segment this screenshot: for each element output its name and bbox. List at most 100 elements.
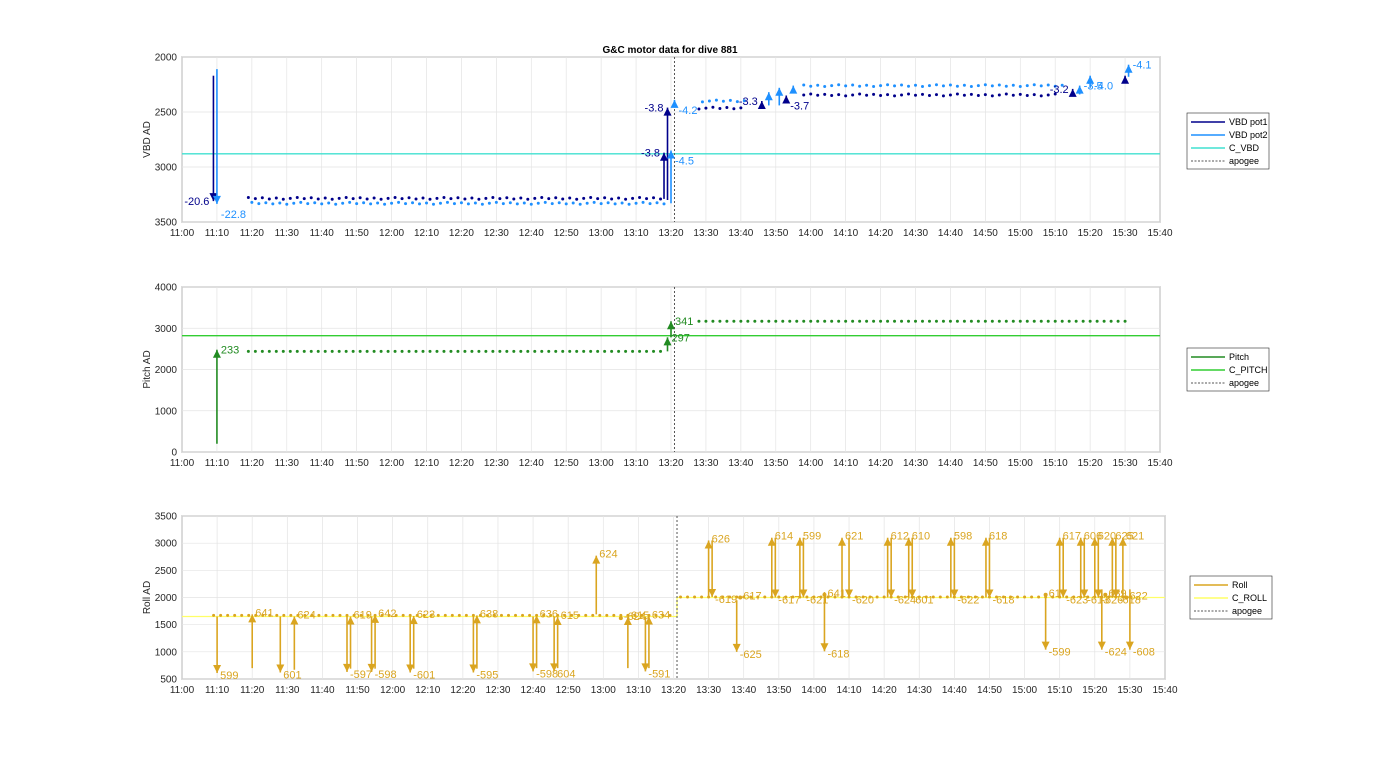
data-point	[962, 83, 966, 87]
y-tick-label: 2500	[155, 108, 178, 119]
move-marker: 617	[738, 591, 762, 603]
data-point	[900, 319, 904, 323]
data-point	[983, 93, 987, 97]
data-point	[598, 613, 602, 617]
data-point	[372, 349, 376, 353]
data-point	[1032, 93, 1036, 97]
y-axis-label: Roll AD	[142, 581, 153, 614]
move-marker: -626	[1094, 537, 1123, 607]
move-marker: -613	[1080, 537, 1109, 607]
data-point	[1030, 595, 1034, 599]
data-point	[851, 93, 855, 97]
data-point	[997, 319, 1001, 323]
data-point	[484, 196, 488, 200]
c-line	[182, 596, 1165, 618]
data-point	[359, 613, 363, 617]
move-label: -4.5	[675, 156, 694, 168]
move-marker: -623	[1059, 537, 1088, 607]
move-label: 634	[652, 610, 670, 622]
move-marker: -20.6	[184, 75, 218, 208]
move-label: 617	[1063, 531, 1081, 543]
data-point	[442, 349, 446, 353]
move-marker: 614	[767, 531, 793, 598]
data-point	[499, 613, 503, 617]
data-point	[711, 319, 715, 323]
data-point	[547, 349, 551, 353]
move-arrowhead	[1125, 641, 1134, 650]
y-tick-label: 2500	[155, 566, 178, 577]
move-label: -4.2	[678, 105, 697, 117]
data-point	[528, 613, 532, 617]
data-point	[844, 84, 848, 88]
data-point	[927, 84, 931, 88]
move-label: 624	[297, 610, 315, 622]
move-arrowhead	[1076, 537, 1085, 546]
data-point	[285, 202, 289, 206]
data-point	[585, 201, 589, 205]
data-point	[1037, 595, 1041, 599]
data-point	[945, 595, 949, 599]
move-marker: -618	[820, 592, 849, 660]
data-point	[749, 595, 753, 599]
data-point	[955, 84, 959, 88]
data-point	[351, 349, 355, 353]
move-marker: -619	[708, 540, 737, 606]
data-point	[526, 197, 530, 201]
data-point	[893, 319, 897, 323]
x-tick-label: 11:00	[170, 228, 195, 239]
move-arrowhead	[212, 195, 221, 204]
move-point	[1103, 592, 1108, 597]
data-point	[473, 201, 477, 205]
x-tick-label: 12:50	[554, 458, 579, 469]
move-label: -4.1	[1133, 60, 1152, 72]
move-marker: -620	[845, 537, 874, 607]
panel-1: 11:00 11:10 11:20 11:30 11:40 11:50 12:00 12:10…	[142, 53, 1270, 239]
move-arrowhead	[767, 537, 776, 546]
data-point	[578, 202, 582, 206]
data-point	[617, 349, 621, 353]
move-label: -624	[894, 595, 916, 607]
data-point	[756, 595, 760, 599]
y-tick-label: 3500	[155, 218, 178, 229]
data-point	[997, 83, 1001, 87]
data-point	[934, 319, 938, 323]
x-tick-label: 14:10	[837, 685, 862, 696]
data-point	[540, 195, 544, 199]
move-arrowhead	[985, 589, 994, 598]
data-point	[271, 202, 275, 206]
data-point	[345, 613, 349, 617]
move-arrowhead	[1097, 641, 1106, 650]
x-tick-label: 13:40	[731, 685, 756, 696]
data-point	[337, 196, 341, 200]
data-point	[865, 319, 869, 323]
move-arrowhead	[660, 152, 669, 161]
move-marker: -4.1	[1124, 60, 1152, 77]
data-point	[514, 613, 518, 617]
move-marker: -617	[771, 537, 800, 607]
data-point	[1018, 319, 1022, 323]
data-point	[376, 201, 380, 205]
data-point	[1065, 595, 1069, 599]
data-point	[659, 197, 663, 201]
data-point	[711, 105, 715, 109]
data-point	[292, 201, 296, 205]
y-tick-label: 3500	[155, 512, 178, 523]
data-point	[358, 349, 362, 353]
move-arrowhead	[1059, 589, 1068, 598]
y-tick-label: 0	[171, 448, 177, 459]
data-point	[858, 92, 862, 96]
data-point	[872, 92, 876, 96]
data-point	[697, 107, 701, 111]
move-arrowhead	[472, 615, 481, 624]
x-tick-label: 13:30	[693, 458, 718, 469]
move-arrowhead	[1094, 589, 1103, 598]
data-point	[554, 349, 558, 353]
data-point	[435, 196, 439, 200]
data-point	[316, 197, 320, 201]
data-point	[809, 92, 813, 96]
move-arrowhead	[1075, 85, 1084, 94]
data-point	[742, 99, 746, 103]
move-arrowhead	[1041, 641, 1050, 650]
data-point	[907, 92, 911, 96]
